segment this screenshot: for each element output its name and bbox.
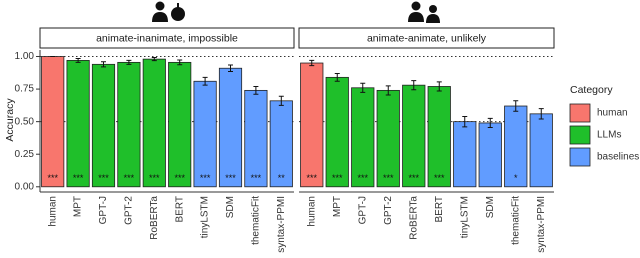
bar [117,61,141,188]
significance-label: *** [251,173,262,183]
x-tick-label: MPT [332,196,343,217]
error-bar [487,117,493,129]
error-bar [462,115,468,128]
significance-label: * [514,173,518,183]
error-bar [513,100,519,112]
x-tick-label: thematicFit [510,196,521,245]
error-bar [278,95,284,106]
strip [298,27,555,49]
x-tick-label: RoBERTa [408,196,419,240]
y-tick-label: 1.00 [15,51,35,62]
significance-label: *** [200,173,211,183]
significance-label: *** [47,173,58,183]
strip-label: animate-animate, unlikely [367,32,487,44]
significance-label: *** [225,173,236,183]
error-bar [228,64,233,72]
y-tick-label: 0.75 [15,84,35,95]
y-tick-label: 0.00 [15,181,35,192]
legend-swatch [569,125,591,145]
legend-swatch [569,147,591,167]
error-bar [334,72,340,82]
x-tick-label: BERT [174,196,185,223]
strip-label: animate-inanimate, impossible [96,32,238,44]
y-tick-label: 0.25 [15,149,35,160]
significance-label: ** [278,173,286,183]
bar [66,60,90,188]
x-tick-label: GPT-J [98,196,109,224]
icon-animate-inanimate [152,1,185,22]
significance-label: *** [383,173,394,183]
x-tick-label: SDM [485,196,496,218]
bar [453,121,477,188]
x-tick-label: syntax-PPMI [276,196,287,253]
x-tick-label: GPT-2 [124,196,135,225]
y-axis-title: Accuracy [4,98,16,142]
bar [91,63,116,188]
significance-label: *** [408,173,419,183]
icon-animate-animate [408,1,440,23]
y-tick-label: 0.50 [15,116,35,127]
bar [529,113,553,188]
bar [193,80,217,188]
legend-label: baselines [597,152,639,163]
x-tick-label: RoBERTa [149,196,160,240]
legend-title: Category [570,84,613,96]
significance-label: *** [98,173,109,183]
significance-label: *** [149,173,160,183]
strip [39,27,295,49]
error-bar [385,85,391,96]
x-tick-label: syntax-PPMI [536,196,547,253]
significance-label: *** [124,173,135,183]
bar [142,58,166,188]
bar [218,67,243,188]
significance-label: *** [434,173,445,183]
bar [300,62,324,188]
x-tick-label: BERT [434,196,445,223]
significance-label: *** [357,173,368,183]
legend-swatch [569,103,591,123]
error-bar [538,108,544,120]
error-bar [126,59,132,65]
bar [402,84,426,188]
x-tick-label: tinyLSTM [459,196,470,238]
bar [351,87,375,188]
bar [325,76,349,188]
bar [427,86,451,188]
x-tick-label: SDM [225,196,236,218]
bar [478,122,502,188]
error-bar [436,81,442,92]
error-bar [411,80,417,91]
significance-label: *** [73,173,84,183]
error-bar [75,57,81,63]
x-tick-label: MPT [73,196,84,217]
significance-label: *** [174,173,185,183]
error-bar [360,82,366,93]
x-tick-label: thematicFit [251,196,262,245]
error-bar [101,61,106,68]
error-bar [151,57,157,62]
x-tick-label: GPT-J [357,196,368,224]
error-bar [309,59,315,67]
legend-label: human [597,108,628,119]
x-tick-label: GPT-2 [383,196,394,225]
x-tick-label: tinyLSTM [200,196,211,238]
error-bar [253,85,259,95]
x-tick-label: human [306,196,317,227]
bar [168,61,192,188]
x-tick-label: human [47,196,58,227]
error-bar [177,59,183,66]
bar [41,56,65,188]
error-bar [202,76,208,86]
significance-label: *** [306,173,317,183]
legend-label: LLMs [597,130,621,141]
significance-label: *** [332,173,343,183]
